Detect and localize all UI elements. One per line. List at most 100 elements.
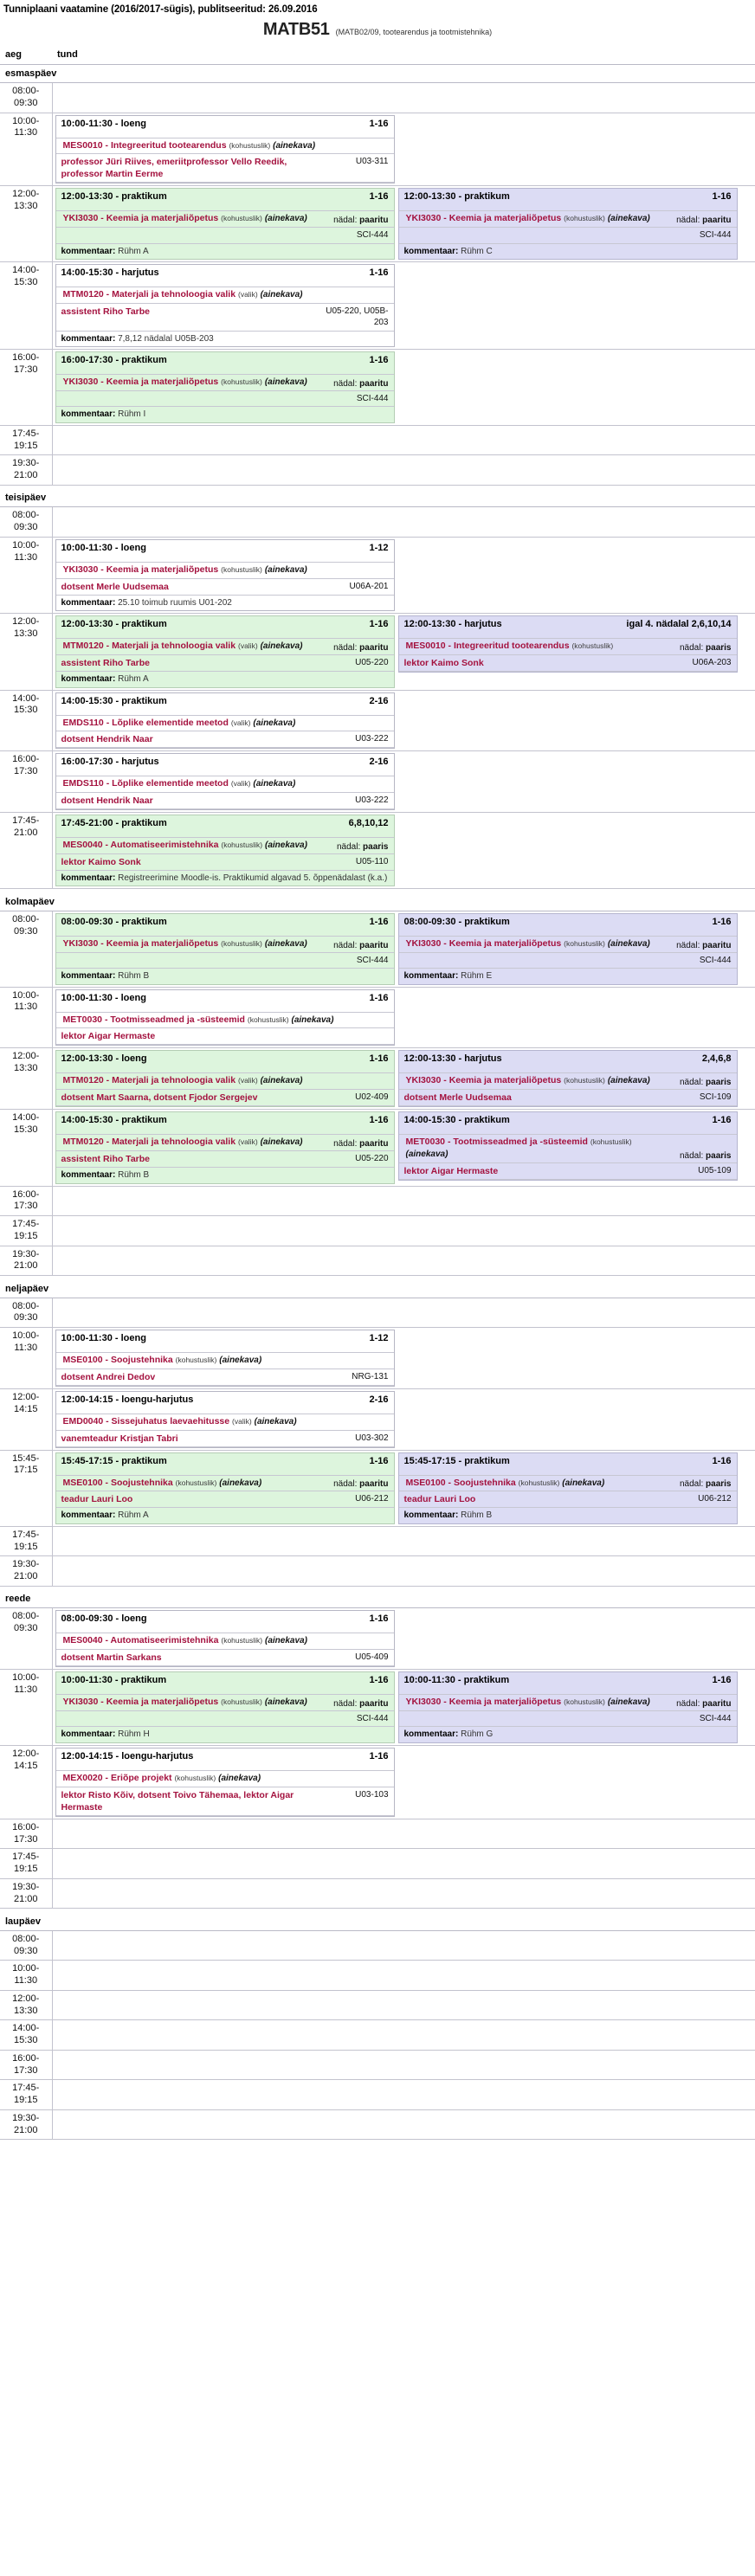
subject-code-name[interactable]: YKI3030 - Keemia ja materjaliõpetus: [405, 937, 562, 949]
syllabus-link[interactable]: (ainekava): [607, 214, 650, 224]
event-subject[interactable]: YKI3030 - Keemia ja materjaliõpetus (koh…: [63, 938, 329, 950]
subject-code-name[interactable]: MEX0020 - Eriõpe projekt: [62, 1772, 172, 1783]
event-card[interactable]: 10:00-11:30 - praktikum 1-16 YKI3030 - Kee…: [55, 1671, 395, 1743]
syllabus-link[interactable]: (ainekava): [253, 779, 296, 789]
event-card[interactable]: 12:00-14:15 - loengu-harjutus 2-16 EMD0040…: [55, 1390, 395, 1448]
syllabus-link[interactable]: (ainekava): [260, 290, 303, 300]
syllabus-link[interactable]: (ainekava): [405, 1149, 448, 1159]
event-card[interactable]: 10:00-11:30 - loeng 1-16 MET0030 - Tootmis…: [55, 989, 395, 1046]
subject-code-name[interactable]: MTM0120 - Materjali ja tehnoloogia valik: [62, 1075, 236, 1086]
subject-code-name[interactable]: MSE0100 - Soojustehnika: [62, 1477, 173, 1488]
event-subject[interactable]: YKI3030 - Keemia ja materjaliõpetus (koh…: [406, 938, 672, 950]
event-subject[interactable]: MEX0020 - Eriõpe projekt (kohustuslik) (…: [63, 1773, 384, 1785]
event-card[interactable]: 12:00-14:15 - loengu-harjutus 1-16 MEX0020…: [55, 1747, 395, 1817]
syllabus-link[interactable]: (ainekava): [265, 840, 307, 851]
event-teachers[interactable]: lektor Kaimo Sonk: [403, 657, 484, 668]
event-card[interactable]: 08:00-09:30 - praktikum 1-16 YKI3030 - Kee…: [397, 912, 738, 985]
subject-code-name[interactable]: MES0040 - Automatiseerimistehnika: [62, 1635, 219, 1646]
syllabus-link[interactable]: (ainekava): [607, 938, 650, 949]
event-card[interactable]: 12:00-13:30 - praktikum 1-16 YKI3030 - Kee…: [397, 188, 738, 261]
event-subject[interactable]: MES0040 - Automatiseerimistehnika (kohus…: [63, 840, 332, 852]
event-card[interactable]: 12:00-13:30 - harjutus igal 4. nädalal 2,…: [397, 615, 738, 673]
syllabus-link[interactable]: (ainekava): [264, 1697, 307, 1708]
event-card[interactable]: 14:00-15:30 - harjutus 1-16 MTM0120 - Mate…: [55, 264, 395, 348]
event-subject[interactable]: YKI3030 - Keemia ja materjaliõpetus (koh…: [406, 1697, 672, 1709]
subject-code-name[interactable]: MTM0120 - Materjali ja tehnoloogia valik: [62, 1137, 236, 1148]
event-card[interactable]: 14:00-15:30 - praktikum 1-16 MTM0120 - Mat…: [55, 1111, 395, 1184]
event-subject[interactable]: MSE0100 - Soojustehnika (kohustuslik) (a…: [63, 1355, 384, 1367]
subject-code-name[interactable]: MTM0120 - Materjali ja tehnoloogia valik: [62, 641, 236, 652]
event-subject[interactable]: MSE0100 - Soojustehnika (kohustuslik) (a…: [406, 1478, 675, 1490]
syllabus-link[interactable]: (ainekava): [264, 564, 307, 575]
syllabus-link[interactable]: (ainekava): [264, 377, 307, 388]
syllabus-link[interactable]: (ainekava): [562, 1478, 605, 1488]
event-teachers[interactable]: dotsent Merle Uudsemaa: [61, 581, 169, 592]
event-card[interactable]: 08:00-09:30 - praktikum 1-16 YKI3030 - Kee…: [55, 912, 395, 985]
event-card[interactable]: 08:00-09:30 - loeng 1-16 MES0040 - Automat…: [55, 1610, 395, 1668]
syllabus-link[interactable]: (ainekava): [219, 1356, 262, 1366]
event-subject[interactable]: MTM0120 - Materjali ja tehnoloogia valik…: [63, 641, 329, 653]
subject-code-name[interactable]: YKI3030 - Keemia ja materjaliõpetus: [405, 213, 562, 224]
subject-code-name[interactable]: MTM0120 - Materjali ja tehnoloogia valik: [62, 289, 236, 300]
subject-code-name[interactable]: MES0040 - Automatiseerimistehnika: [62, 840, 219, 851]
event-card[interactable]: 14:00-15:30 - praktikum 2-16 EMDS110 - Lõp…: [55, 692, 395, 750]
event-subject[interactable]: MES0010 - Integreeritud tootearendus (ko…: [406, 641, 675, 653]
event-card[interactable]: 16:00-17:30 - praktikum 1-16 YKI3030 - Kee…: [55, 351, 395, 423]
syllabus-link[interactable]: (ainekava): [264, 938, 307, 949]
event-teachers[interactable]: dotsent Andrei Dedov: [61, 1371, 156, 1382]
event-card[interactable]: 12:00-13:30 - harjutus 2,4,6,8 YKI3030 - K…: [397, 1050, 738, 1108]
subject-code-name[interactable]: YKI3030 - Keemia ja materjaliõpetus: [62, 937, 219, 949]
event-teachers[interactable]: assistent Riho Tarbe: [61, 657, 151, 668]
event-card[interactable]: 15:45-17:15 - praktikum 1-16 MSE0100 - Soo…: [397, 1452, 738, 1524]
event-teachers[interactable]: dotsent Hendrik Naar: [61, 795, 153, 806]
event-card[interactable]: 16:00-17:30 - harjutus 2-16 EMDS110 - Lõpl…: [55, 753, 395, 811]
subject-code-name[interactable]: EMDS110 - Lõplike elementide meetod: [62, 778, 229, 789]
event-teachers[interactable]: dotsent Hendrik Naar: [61, 734, 153, 745]
event-subject[interactable]: MET0030 - Tootmisseadmed ja -süsteemid (…: [63, 1014, 384, 1027]
syllabus-link[interactable]: (ainekava): [253, 718, 296, 728]
subject-code-name[interactable]: YKI3030 - Keemia ja materjaliõpetus: [62, 213, 219, 224]
event-card[interactable]: 17:45-21:00 - praktikum 6,8,10,12 MES0040 …: [55, 815, 395, 887]
syllabus-link[interactable]: (ainekava): [219, 1478, 262, 1488]
event-teachers[interactable]: assistent Riho Tarbe: [61, 1153, 151, 1164]
subject-code-name[interactable]: MSE0100 - Soojustehnika: [62, 1355, 173, 1366]
event-card[interactable]: 15:45-17:15 - praktikum 1-16 MSE0100 - Soo…: [55, 1452, 395, 1524]
subject-code-name[interactable]: MSE0100 - Soojustehnika: [405, 1477, 516, 1488]
event-teachers[interactable]: lektor Kaimo Sonk: [61, 856, 141, 867]
syllabus-link[interactable]: (ainekava): [265, 1636, 307, 1646]
event-card[interactable]: 12:00-13:30 - loeng 1-16 MTM0120 - Materja…: [55, 1050, 395, 1108]
subject-code-name[interactable]: MES0010 - Integreeritud tootearendus: [405, 641, 570, 652]
event-teachers[interactable]: teadur Lauri Loo: [403, 1494, 476, 1505]
syllabus-link[interactable]: (ainekava): [607, 1076, 650, 1086]
event-subject[interactable]: MSE0100 - Soojustehnika (kohustuslik) (a…: [63, 1478, 329, 1490]
event-subject[interactable]: MTM0120 - Materjali ja tehnoloogia valik…: [63, 1075, 384, 1087]
event-card[interactable]: 10:00-11:30 - loeng 1-12 YKI3030 - Keemia …: [55, 538, 395, 612]
event-teachers[interactable]: lektor Aigar Hermaste: [61, 1031, 156, 1042]
syllabus-link[interactable]: (ainekava): [260, 1137, 303, 1148]
event-teachers[interactable]: teadur Lauri Loo: [61, 1494, 133, 1505]
event-teachers[interactable]: lektor Aigar Hermaste: [403, 1165, 499, 1176]
event-teachers[interactable]: assistent Riho Tarbe: [61, 306, 151, 317]
syllabus-link[interactable]: (ainekava): [273, 140, 316, 151]
event-subject[interactable]: MES0040 - Automatiseerimistehnika (kohus…: [63, 1635, 384, 1647]
syllabus-link[interactable]: (ainekava): [218, 1773, 261, 1783]
subject-code-name[interactable]: EMD0040 - Sissejuhatus laevaehitusse: [62, 1415, 230, 1426]
event-teachers[interactable]: dotsent Mart Saarna, dotsent Fjodor Serg…: [61, 1092, 258, 1104]
subject-code-name[interactable]: MET0030 - Tootmisseadmed ja -süsteemid: [405, 1137, 588, 1148]
subject-code-name[interactable]: YKI3030 - Keemia ja materjaliõpetus: [405, 1697, 562, 1708]
syllabus-link[interactable]: (ainekava): [291, 1014, 334, 1025]
subject-code-name[interactable]: YKI3030 - Keemia ja materjaliõpetus: [62, 564, 219, 575]
event-card[interactable]: 10:00-11:30 - praktikum 1-16 YKI3030 - Kee…: [397, 1671, 738, 1743]
event-card[interactable]: 12:00-13:30 - praktikum 1-16 MTM0120 - Mat…: [55, 615, 395, 688]
event-subject[interactable]: MTM0120 - Materjali ja tehnoloogia valik…: [63, 1137, 329, 1149]
event-subject[interactable]: MTM0120 - Materjali ja tehnoloogia valik…: [63, 289, 384, 301]
subject-code-name[interactable]: YKI3030 - Keemia ja materjaliõpetus: [62, 377, 219, 388]
event-teachers[interactable]: vanemteadur Kristjan Tabri: [61, 1433, 178, 1444]
syllabus-link[interactable]: (ainekava): [260, 641, 303, 652]
subject-code-name[interactable]: YKI3030 - Keemia ja materjaliõpetus: [405, 1075, 562, 1086]
event-subject[interactable]: YKI3030 - Keemia ja materjaliõpetus (koh…: [63, 1697, 329, 1709]
event-card[interactable]: 10:00-11:30 - loeng 1-16 MES0010 - Integre…: [55, 114, 395, 184]
subject-code-name[interactable]: EMDS110 - Lõplike elementide meetod: [62, 717, 229, 728]
event-subject[interactable]: EMDS110 - Lõplike elementide meetod (val…: [63, 778, 384, 790]
event-subject[interactable]: YKI3030 - Keemia ja materjaliõpetus (koh…: [406, 1075, 675, 1087]
